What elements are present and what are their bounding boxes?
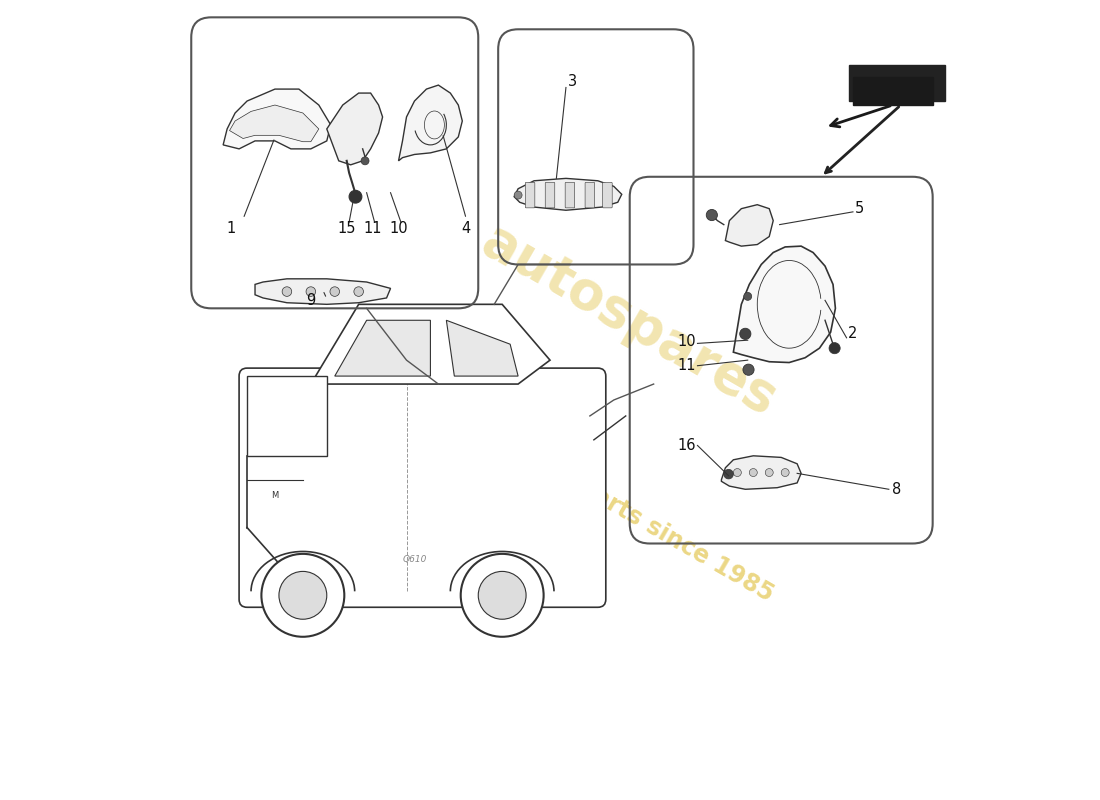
- Text: 16: 16: [678, 438, 696, 453]
- Polygon shape: [255, 279, 390, 304]
- Text: a passion for parts since 1985: a passion for parts since 1985: [418, 385, 778, 606]
- Text: 3: 3: [568, 74, 576, 89]
- Text: 11: 11: [363, 221, 382, 236]
- Circle shape: [461, 554, 543, 637]
- Circle shape: [744, 292, 751, 300]
- Circle shape: [739, 328, 751, 339]
- FancyBboxPatch shape: [546, 182, 554, 208]
- Text: M: M: [272, 491, 278, 500]
- Polygon shape: [852, 77, 933, 105]
- Text: 15: 15: [338, 221, 356, 236]
- Polygon shape: [327, 93, 383, 165]
- Text: Q610: Q610: [403, 555, 427, 564]
- FancyBboxPatch shape: [239, 368, 606, 607]
- Polygon shape: [248, 376, 327, 456]
- Polygon shape: [311, 304, 550, 384]
- Circle shape: [349, 190, 362, 203]
- Circle shape: [781, 469, 789, 477]
- Text: autospares: autospares: [473, 214, 786, 426]
- Circle shape: [478, 571, 526, 619]
- Text: 8: 8: [892, 482, 901, 497]
- Circle shape: [354, 286, 363, 296]
- Text: 4: 4: [462, 221, 471, 236]
- Circle shape: [829, 342, 840, 354]
- Polygon shape: [334, 320, 430, 376]
- Text: 11: 11: [678, 358, 696, 374]
- FancyBboxPatch shape: [585, 182, 595, 208]
- Polygon shape: [722, 456, 801, 490]
- Circle shape: [766, 469, 773, 477]
- Text: 9: 9: [306, 293, 316, 308]
- Circle shape: [282, 286, 292, 296]
- Circle shape: [279, 571, 327, 619]
- Text: 10: 10: [389, 221, 408, 236]
- Polygon shape: [725, 205, 773, 246]
- Circle shape: [306, 286, 316, 296]
- FancyBboxPatch shape: [603, 182, 613, 208]
- Text: 2: 2: [848, 326, 858, 342]
- Circle shape: [734, 469, 741, 477]
- Polygon shape: [447, 320, 518, 376]
- Text: 10: 10: [678, 334, 696, 350]
- Circle shape: [330, 286, 340, 296]
- Circle shape: [262, 554, 344, 637]
- Circle shape: [514, 191, 522, 199]
- Circle shape: [724, 470, 734, 479]
- Polygon shape: [230, 105, 319, 142]
- Circle shape: [742, 364, 755, 375]
- FancyBboxPatch shape: [565, 182, 574, 208]
- Polygon shape: [398, 85, 462, 161]
- Text: 1: 1: [227, 221, 235, 236]
- Circle shape: [749, 469, 757, 477]
- Text: 5: 5: [855, 201, 864, 216]
- Polygon shape: [849, 65, 945, 101]
- Polygon shape: [514, 178, 622, 210]
- Circle shape: [706, 210, 717, 221]
- Polygon shape: [223, 89, 331, 149]
- Polygon shape: [734, 246, 835, 362]
- FancyBboxPatch shape: [526, 182, 535, 208]
- Circle shape: [361, 157, 368, 165]
